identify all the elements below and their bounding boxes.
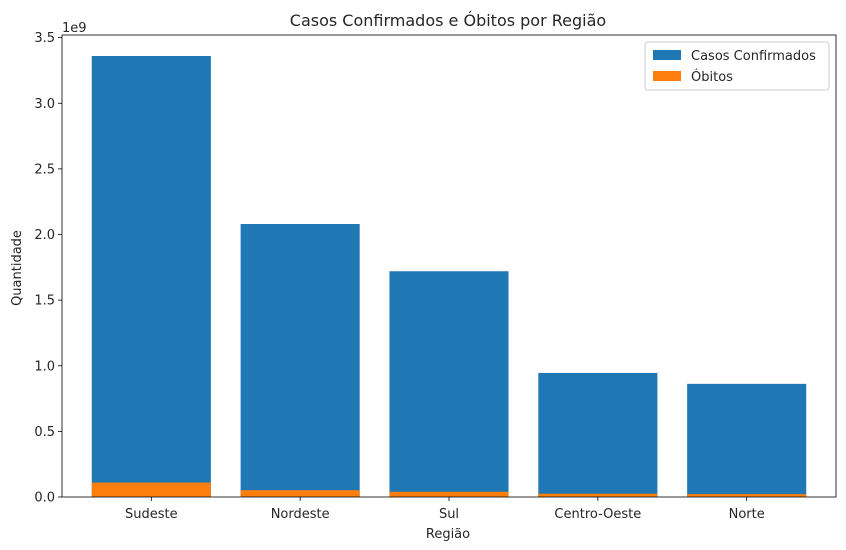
legend-label-0: Casos Confirmados bbox=[691, 49, 816, 64]
bar-casos-3 bbox=[538, 372, 658, 497]
y-axis: 0.0 0.5 1.0 1.5 2.0 2.5 3.0 3.5 bbox=[34, 31, 62, 506]
x-axis: Sudeste Nordeste Sul Centro-Oeste Norte bbox=[125, 497, 765, 522]
legend-box bbox=[644, 41, 830, 91]
legend-swatch-0 bbox=[653, 50, 681, 60]
x-tick-label: Centro-Oeste bbox=[554, 507, 641, 522]
bar-obitos-1 bbox=[240, 490, 360, 497]
x-tick-label: Sul bbox=[439, 507, 459, 522]
x-tick-label: Norte bbox=[729, 507, 765, 522]
y-tick-label: 0.5 bbox=[34, 425, 55, 440]
plot-frame bbox=[61, 34, 837, 498]
x-tick-label: Nordeste bbox=[271, 507, 330, 522]
chart-title: Casos Confirmados e Óbitos por Região bbox=[290, 11, 606, 30]
bar-obitos-0 bbox=[91, 482, 211, 497]
bar-obitos-2 bbox=[389, 491, 509, 497]
bar-casos-0 bbox=[91, 56, 211, 497]
bar-casos-1 bbox=[240, 224, 360, 497]
bar-casos-2 bbox=[389, 271, 509, 497]
y-axis-offset-label: 1e9 bbox=[62, 21, 87, 36]
y-tick-label: 1.5 bbox=[34, 294, 55, 309]
bar-obitos-4 bbox=[687, 494, 807, 497]
y-tick-label: 3.0 bbox=[34, 97, 55, 112]
bar-obitos-3 bbox=[538, 493, 658, 497]
y-tick-label: 1.0 bbox=[34, 359, 55, 374]
x-tick-label: Sudeste bbox=[125, 507, 178, 522]
legend-swatch-1 bbox=[653, 71, 681, 81]
x-axis-label: Região bbox=[426, 527, 470, 542]
y-tick-label: 2.0 bbox=[34, 228, 55, 243]
legend-label-1: Óbitos bbox=[691, 69, 733, 85]
y-axis-label: Quantidade bbox=[10, 230, 25, 306]
y-tick-label: 3.5 bbox=[34, 31, 55, 46]
legend: Casos Confirmados Óbitos bbox=[644, 41, 830, 91]
y-tick-label: 2.5 bbox=[34, 162, 55, 177]
y-tick-label: 0.0 bbox=[34, 491, 55, 506]
bars-layer bbox=[91, 56, 807, 497]
bar-casos-4 bbox=[687, 383, 807, 497]
